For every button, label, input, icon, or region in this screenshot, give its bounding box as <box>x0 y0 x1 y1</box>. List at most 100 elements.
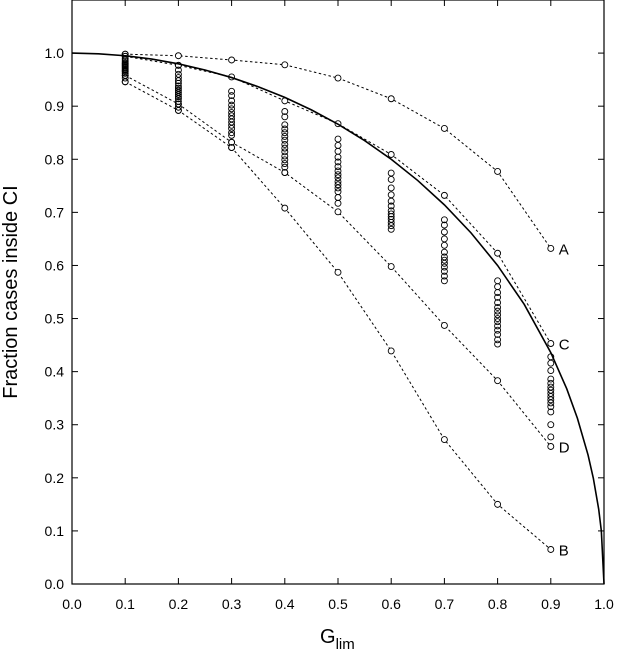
series-line <box>125 53 552 249</box>
scatter-point <box>334 147 342 155</box>
scatter-point <box>281 125 289 133</box>
scatter-point <box>281 148 289 156</box>
series-point <box>494 377 502 385</box>
x-tick-label: 0.5 <box>328 596 348 612</box>
y-tick-label: 0.3 <box>45 417 65 433</box>
series-point <box>334 268 342 276</box>
series-point <box>334 74 342 82</box>
scatter-point <box>228 97 236 105</box>
scatter-point <box>281 144 289 152</box>
series-point <box>440 321 448 329</box>
scatter-point <box>440 272 448 280</box>
scatter-point <box>387 219 395 226</box>
scatter-point <box>228 92 236 100</box>
scatter-point <box>228 138 236 146</box>
series-b: B <box>121 78 569 559</box>
scatter-point <box>281 160 289 167</box>
scatter-point <box>494 315 502 322</box>
scatter-point <box>334 167 342 175</box>
scatter-point <box>334 184 342 192</box>
series-point <box>440 125 448 132</box>
scatter-point <box>494 289 502 296</box>
series-line <box>125 55 552 344</box>
scatter-point <box>440 241 448 249</box>
x-tick-label: 1.0 <box>594 596 614 612</box>
scatter-point <box>494 326 502 334</box>
y-tick-label: 0.2 <box>45 470 65 486</box>
y-axis-title: Fraction cases inside CI <box>0 185 22 398</box>
y-axis: 0.0 0.1 0.2 0.3 0.4 0.5 0.6 0.7 0.8 0.9 1.0 <box>45 45 604 592</box>
series-label: A <box>559 241 569 258</box>
scatter-point <box>440 277 448 285</box>
series-line <box>124 81 552 550</box>
scatter-point <box>281 132 289 140</box>
series-point <box>547 546 555 553</box>
scatter-point <box>174 95 182 103</box>
scatter-column <box>281 108 289 176</box>
reference-curve <box>71 52 605 585</box>
series-label: D <box>559 439 570 456</box>
scatter-column <box>547 353 555 441</box>
scatter-point <box>174 79 182 87</box>
x-tick-label: 0.0 <box>62 596 82 612</box>
x-tick-label: 0.4 <box>275 596 295 612</box>
scatter-point <box>334 171 342 179</box>
scatter-point <box>387 175 395 183</box>
series-c: C <box>121 52 570 353</box>
scatter-point <box>547 396 555 404</box>
scatter-point <box>334 158 342 166</box>
scatter-point <box>440 235 448 243</box>
scatter-point <box>547 408 555 416</box>
series-line <box>124 74 552 447</box>
scatter-point <box>174 91 182 98</box>
scatter-point <box>334 181 342 189</box>
scatter-point <box>387 210 395 218</box>
scatter-point <box>334 135 342 143</box>
scatter-point <box>440 259 448 267</box>
scatter-point <box>121 74 129 82</box>
y-tick-label: 0.1 <box>45 523 65 539</box>
series-point <box>334 208 342 216</box>
scatter-point <box>440 221 448 229</box>
scatter-point <box>387 225 395 233</box>
series-point <box>547 245 555 252</box>
series-a: A <box>121 50 569 258</box>
series-point <box>387 347 395 355</box>
series-label: C <box>559 336 570 353</box>
scatter-point <box>494 307 502 315</box>
scatter-point <box>334 188 342 196</box>
series-point <box>494 249 502 257</box>
series-point <box>387 151 395 158</box>
scatter-point <box>228 129 236 137</box>
scatter-point <box>281 140 289 148</box>
scatter-point <box>387 197 395 205</box>
scatter-point <box>440 263 448 271</box>
scatter-point <box>387 184 395 192</box>
scatter-point <box>174 106 182 114</box>
x-tick-label: 0.6 <box>381 596 401 612</box>
scatter-point <box>121 69 129 77</box>
x-axis: 0.0 0.1 0.2 0.3 0.4 0.5 0.6 0.7 0.8 0.9 1.0 <box>62 0 614 612</box>
scatter-point <box>174 77 182 85</box>
x-tick-label: 0.2 <box>169 596 189 612</box>
scatter-point <box>174 103 182 111</box>
scatter-point <box>494 336 502 344</box>
scatter-point <box>494 318 502 326</box>
series-point <box>174 52 182 60</box>
scatter-point <box>494 340 502 348</box>
scatter-point <box>387 222 395 230</box>
scatter-point <box>387 169 395 177</box>
x-axis-title-subscript: lim <box>336 636 355 653</box>
series-point <box>494 168 502 175</box>
scatter-point <box>547 433 555 441</box>
scatter-point <box>547 367 555 375</box>
series-point <box>440 191 448 199</box>
scatter-point <box>281 152 289 160</box>
scatter-point <box>494 293 502 301</box>
scatter-column <box>494 277 502 348</box>
series-point <box>387 263 395 270</box>
scatter-point <box>228 131 236 139</box>
scatter-layer <box>121 50 555 441</box>
x-tick-label: 0.8 <box>488 596 508 612</box>
